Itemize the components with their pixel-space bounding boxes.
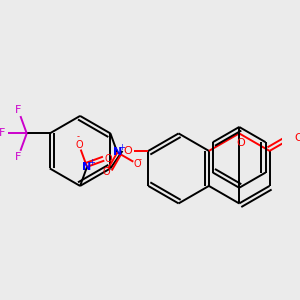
Text: O: O [134, 159, 141, 169]
Text: N: N [113, 148, 122, 158]
Text: O: O [105, 154, 112, 164]
Text: O: O [237, 138, 245, 148]
Text: -: - [77, 133, 80, 142]
Text: F: F [15, 152, 21, 162]
Text: O: O [124, 146, 132, 156]
Text: O: O [75, 140, 83, 150]
Text: O: O [295, 133, 300, 143]
Text: N: N [82, 162, 91, 172]
Text: +: + [88, 158, 95, 167]
Text: -: - [138, 155, 141, 164]
Text: +: + [118, 143, 125, 152]
Text: O: O [102, 167, 110, 177]
Text: F: F [0, 128, 5, 138]
Text: F: F [15, 105, 21, 115]
